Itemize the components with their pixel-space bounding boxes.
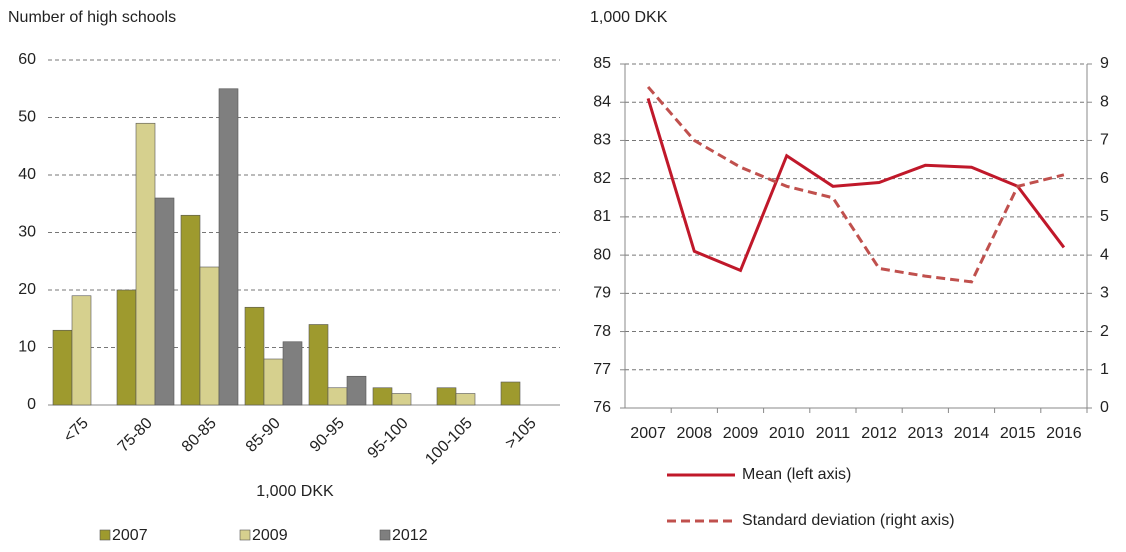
y-tick-label: 50: [18, 109, 36, 126]
bar: [327, 387, 348, 406]
legend-label: 2012: [392, 527, 428, 544]
x-tick-label: 2009: [723, 425, 759, 442]
y-tick-label: 10: [18, 339, 36, 356]
y-tick-label: 85: [593, 55, 611, 72]
bar: [154, 197, 175, 406]
y-tick-label: 80: [593, 246, 611, 263]
y2-tick-label: 5: [1100, 208, 1109, 225]
y-tick-label: 77: [593, 361, 611, 378]
y2-tick-label: 2: [1100, 323, 1109, 340]
y2-tick-label: 0: [1100, 399, 1109, 416]
bar: [282, 341, 303, 406]
legend-swatch: [99, 529, 111, 541]
y-tick-label: 79: [593, 285, 611, 302]
y-axis-label: Number of high schools: [8, 9, 176, 26]
y-tick-label: 83: [593, 132, 611, 149]
legend-label: Mean (left axis): [742, 466, 851, 483]
y-tick-label: 81: [593, 208, 611, 225]
y2-tick-label: 1: [1100, 361, 1109, 378]
legend-swatch: [239, 529, 251, 541]
x-tick-label: >105: [502, 415, 540, 453]
x-tick-label: <75: [61, 415, 92, 446]
bar: [391, 393, 412, 406]
y-tick-label: 60: [18, 51, 36, 68]
bar: [308, 324, 329, 406]
x-tick-label: 2013: [908, 425, 944, 442]
y-tick-label: 40: [18, 166, 36, 183]
y-tick-label: 30: [18, 224, 36, 241]
bar: [455, 393, 476, 406]
x-tick-label: 75-80: [115, 415, 156, 456]
x-tick-label: 80-85: [179, 415, 220, 456]
y2-tick-label: 6: [1100, 170, 1109, 187]
x-tick-label: 2010: [769, 425, 805, 442]
bar: [244, 306, 265, 406]
y2-tick-label: 4: [1100, 246, 1109, 263]
x-tick-label: 95-100: [365, 415, 412, 462]
bar: [218, 88, 239, 406]
y2-tick-label: 3: [1100, 285, 1109, 302]
y-tick-label: 78: [593, 323, 611, 340]
bar: [263, 358, 284, 406]
x-tick-label: 2016: [1046, 425, 1082, 442]
legend-swatch: [379, 529, 391, 541]
y-tick-label: 84: [593, 93, 611, 110]
x-tick-label: 2011: [816, 425, 851, 442]
legend-label: 2007: [112, 527, 148, 544]
bar: [436, 387, 457, 406]
bar: [71, 295, 92, 406]
x-tick-label: 90-95: [307, 415, 348, 456]
x-tick-label: 2014: [954, 425, 990, 442]
line-series: [646, 97, 1066, 273]
x-tick-label: 2012: [861, 425, 897, 442]
x-axis-label: 1,000 DKK: [256, 483, 334, 500]
bar: [500, 381, 521, 406]
y2-tick-label: 7: [1100, 132, 1109, 149]
y-tick-label: 76: [593, 399, 611, 416]
x-tick-label: 2008: [677, 425, 713, 442]
y2-tick-label: 9: [1100, 55, 1109, 72]
x-tick-label: 100-105: [422, 415, 476, 469]
bar: [116, 289, 137, 406]
legend-label: Standard deviation (right axis): [742, 512, 955, 529]
x-tick-label: 2015: [1000, 425, 1036, 442]
y-tick-label: 0: [27, 396, 36, 413]
legend-label: 2009: [252, 527, 288, 544]
bar: [180, 214, 201, 406]
bar: [135, 122, 156, 406]
y-tick-label: 20: [18, 281, 36, 298]
bar: [372, 387, 393, 406]
bar: [199, 266, 220, 406]
y-axis-label: 1,000 DKK: [590, 9, 668, 26]
line-series: [646, 85, 1065, 284]
x-tick-label: 2007: [630, 425, 666, 442]
x-tick-label: 85-90: [243, 415, 284, 456]
bar: [52, 329, 73, 406]
y-tick-label: 82: [593, 170, 611, 187]
y2-tick-label: 8: [1100, 93, 1109, 110]
bar: [346, 375, 367, 406]
